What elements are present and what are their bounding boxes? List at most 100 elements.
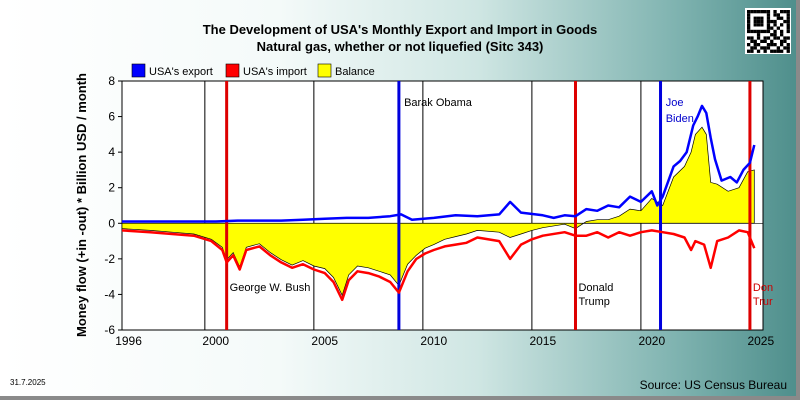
qr-module (786, 36, 790, 40)
qr-module (770, 26, 774, 30)
annotation-label: George W. Bush (230, 282, 311, 294)
x-tick-label: 2010 (420, 334, 447, 348)
qr-module (760, 10, 764, 14)
annotation-label: Biden (666, 113, 694, 125)
qr-module (773, 36, 777, 40)
qr-module (780, 39, 784, 43)
qr-module (786, 43, 790, 47)
annotation-label: Trump (578, 296, 609, 308)
qr-module (747, 26, 751, 30)
qr-module (756, 16, 761, 20)
qr-module (776, 16, 780, 20)
qr-module (747, 43, 751, 47)
qr-module (776, 46, 780, 50)
president-lines (225, 81, 752, 330)
qr-module (766, 36, 771, 40)
qr-module (783, 46, 787, 50)
annotation-label: Barak Obama (404, 97, 473, 109)
y-tick-label: -6 (104, 323, 115, 337)
y-tick-label: 4 (108, 145, 115, 159)
qr-module (763, 29, 767, 34)
legend: USA's export USA's import Balance (131, 63, 375, 78)
qr-module (780, 10, 784, 14)
qr-module (760, 23, 764, 27)
qr-module (753, 43, 757, 47)
qr-module (766, 26, 771, 30)
qr-module (776, 49, 780, 53)
legend-swatch-balance (317, 63, 332, 78)
qr-module (786, 16, 790, 20)
qr-module (760, 16, 764, 20)
y-axis: -6 -4 -2 0 2 4 6 8 (104, 74, 122, 337)
legend-swatch-import (225, 63, 240, 78)
legend-label-import: USA's import (243, 66, 307, 78)
qr-module (780, 23, 784, 27)
qr-module (756, 33, 761, 37)
qr-module (760, 19, 764, 24)
annotation-label: Donald (578, 282, 613, 294)
qr-module (780, 49, 784, 53)
y-tick-label: 6 (108, 110, 115, 124)
qr-module (786, 10, 790, 14)
qr-module (780, 43, 784, 47)
qr-module (780, 33, 784, 37)
qr-module (750, 49, 754, 53)
qr-module (760, 29, 764, 34)
qr-module (786, 26, 790, 30)
qr-module (753, 23, 757, 27)
annotation-label: Don (753, 282, 773, 294)
qr-module (756, 23, 761, 27)
qr-module (776, 13, 780, 17)
qr-module (763, 10, 767, 14)
legend-label-balance: Balance (335, 66, 375, 78)
qr-module (753, 19, 757, 24)
qr-module (766, 10, 771, 14)
qr-module (773, 43, 777, 47)
qr-module (753, 10, 757, 14)
qr-module (766, 16, 771, 20)
qr-module (786, 46, 790, 50)
qr-module (766, 23, 771, 27)
qr-module (780, 29, 784, 34)
y-tick-label: 0 (108, 216, 115, 230)
chart-title-line-2: Natural gas, whether or not liquefied (S… (257, 39, 544, 54)
qr-module (763, 49, 767, 53)
qr-module (786, 29, 790, 34)
qr-module (783, 39, 787, 43)
date-stamp: 31.7.2025 (10, 378, 46, 387)
qr-code-icon (745, 8, 791, 54)
qr-module (747, 23, 751, 27)
qr-module (747, 10, 751, 14)
qr-module (770, 49, 774, 53)
qr-module (750, 36, 754, 40)
qr-module (747, 16, 751, 20)
qr-module (756, 43, 761, 47)
series-lines (121, 104, 756, 302)
y-tick-label: 2 (108, 181, 115, 195)
qr-module (756, 10, 761, 14)
qr-module (753, 39, 757, 43)
qr-module (763, 39, 767, 43)
x-tick-label: 2015 (529, 334, 556, 348)
balance-area-path (121, 126, 755, 297)
qr-module (773, 19, 777, 24)
qr-module (747, 29, 751, 34)
qr-module (760, 46, 764, 50)
qr-module (766, 13, 771, 17)
x-tick-label: 2005 (311, 334, 338, 348)
qr-module (783, 19, 787, 24)
qr-module (773, 29, 777, 34)
qr-module (773, 49, 777, 53)
qr-module (756, 36, 761, 40)
import-line (121, 229, 756, 302)
qr-module (753, 16, 757, 20)
x-axis: 1996 2000 2005 2010 2015 2020 2025 (115, 334, 774, 348)
qr-module (766, 43, 771, 47)
qr-module (773, 13, 777, 17)
qr-module (747, 36, 751, 40)
qr-module (753, 46, 757, 50)
qr-module (750, 46, 754, 50)
qr-module (750, 39, 754, 43)
export-line (122, 104, 756, 223)
y-axis-label: Money flow (+in -out) * Billion USD / mo… (74, 73, 89, 337)
